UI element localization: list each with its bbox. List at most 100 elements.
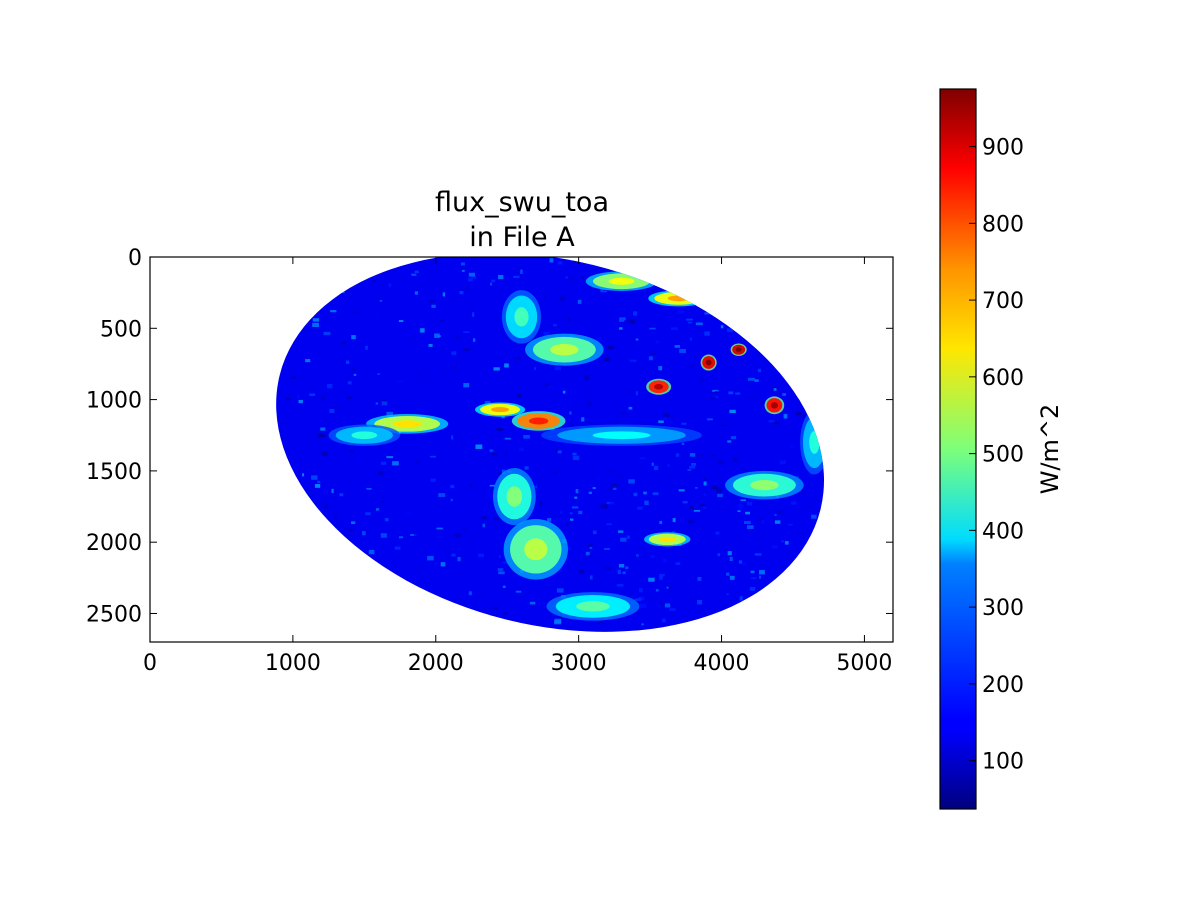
- texture-speck: [676, 276, 683, 279]
- texture-speck: [870, 581, 872, 584]
- texture-speck: [524, 466, 529, 470]
- texture-speck: [877, 582, 880, 586]
- texture-speck: [718, 303, 722, 308]
- texture-speck: [687, 469, 692, 471]
- texture-speck: [206, 397, 212, 399]
- texture-speck: [595, 477, 602, 482]
- texture-speck: [608, 487, 612, 492]
- texture-speck: [257, 499, 261, 503]
- texture-speck: [207, 442, 211, 446]
- texture-speck: [237, 386, 240, 391]
- texture-speck: [555, 449, 559, 453]
- texture-speck: [689, 453, 696, 457]
- texture-speck: [365, 512, 371, 516]
- texture-speck: [179, 574, 182, 576]
- texture-speck: [729, 575, 735, 580]
- texture-speck: [627, 390, 631, 395]
- texture-speck: [809, 472, 813, 476]
- texture-speck: [276, 524, 283, 528]
- texture-speck: [289, 276, 296, 279]
- texture-speck: [737, 260, 741, 265]
- texture-speck: [472, 338, 476, 342]
- texture-speck: [208, 362, 213, 365]
- texture-speck: [451, 435, 454, 440]
- texture-speck: [496, 427, 504, 431]
- texture-speck: [644, 500, 649, 505]
- texture-speck: [817, 535, 823, 538]
- texture-speck: [421, 619, 428, 624]
- texture-speck: [689, 466, 696, 469]
- texture-speck: [399, 579, 403, 582]
- texture-speck: [412, 626, 416, 631]
- texture-speck: [700, 635, 708, 639]
- texture-speck: [682, 501, 688, 504]
- texture-speck: [412, 534, 417, 536]
- texture-speck: [821, 374, 825, 379]
- texture-speck: [279, 384, 285, 387]
- texture-speck: [704, 627, 709, 632]
- texture-speck: [800, 491, 807, 496]
- texture-speck: [214, 624, 219, 628]
- texture-speck: [819, 634, 822, 638]
- texture-speck: [639, 588, 643, 593]
- texture-speck: [497, 568, 504, 572]
- texture-speck: [706, 418, 713, 421]
- texture-speck: [320, 567, 328, 570]
- texture-speck: [747, 501, 753, 506]
- texture-speck: [513, 275, 520, 278]
- texture-speck: [855, 529, 863, 532]
- texture-speck: [177, 491, 181, 494]
- texture-speck: [461, 262, 465, 266]
- texture-speck: [849, 429, 852, 432]
- texture-speck: [491, 452, 497, 456]
- texture-speck: [695, 454, 703, 457]
- texture-speck: [746, 525, 754, 529]
- texture-speck: [330, 281, 334, 286]
- texture-speck: [382, 399, 387, 402]
- texture-speck: [454, 532, 462, 538]
- texture-speck: [666, 586, 669, 589]
- texture-speck: [482, 523, 486, 528]
- texture-speck: [768, 420, 775, 423]
- texture-speck: [365, 258, 372, 262]
- texture-speck: [762, 628, 766, 633]
- texture-speck: [189, 428, 194, 431]
- texture-speck: [280, 421, 286, 425]
- texture-speck: [292, 579, 297, 582]
- texture-speck: [775, 345, 779, 349]
- texture-speck: [210, 493, 217, 497]
- texture-speck: [235, 303, 237, 308]
- texture-speck: [498, 571, 505, 575]
- texture-speck: [741, 621, 745, 626]
- texture-speck: [882, 483, 887, 485]
- x-tick-label: 2000: [408, 651, 464, 676]
- texture-speck: [758, 368, 762, 373]
- texture-speck: [695, 322, 703, 326]
- texture-speck: [440, 332, 443, 335]
- texture-speck: [396, 380, 404, 383]
- texture-speck: [699, 504, 707, 506]
- texture-speck: [428, 344, 433, 347]
- texture-speck: [181, 573, 185, 576]
- texture-speck: [515, 357, 522, 360]
- texture-speck: [333, 533, 337, 535]
- texture-speck: [429, 300, 435, 303]
- texture-speck: [649, 327, 656, 330]
- texture-speck: [801, 350, 804, 355]
- texture-speck: [783, 374, 788, 379]
- texture-speck: [592, 530, 597, 535]
- texture-speck: [151, 579, 157, 581]
- texture-speck: [544, 382, 550, 387]
- texture-speck: [597, 337, 602, 342]
- texture-speck: [667, 464, 670, 467]
- texture-speck: [471, 434, 478, 438]
- texture-speck: [566, 547, 572, 551]
- cloud-core: [658, 536, 676, 542]
- texture-speck: [184, 389, 187, 392]
- texture-speck: [591, 261, 595, 266]
- texture-speck: [490, 282, 493, 286]
- texture-speck: [269, 551, 276, 554]
- texture-speck: [869, 409, 875, 411]
- texture-speck: [328, 391, 335, 394]
- texture-speck: [440, 562, 446, 567]
